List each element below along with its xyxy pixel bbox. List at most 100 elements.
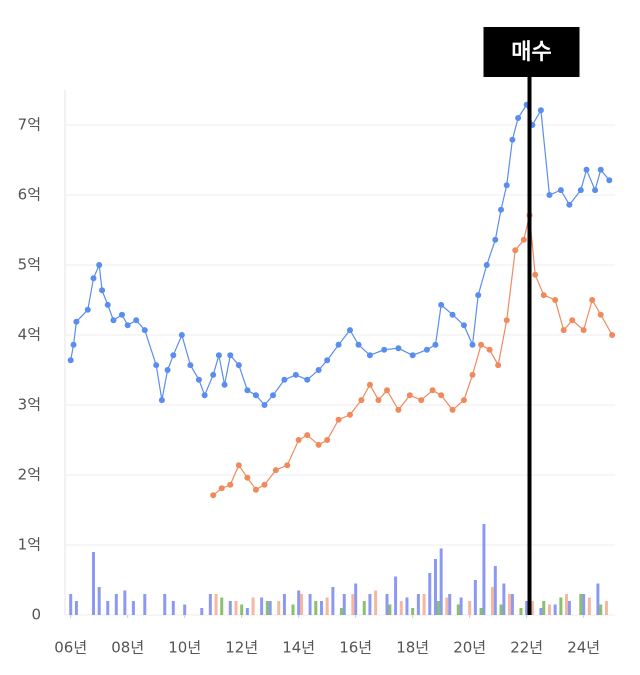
volume-bar xyxy=(448,594,452,615)
point xyxy=(195,376,202,383)
point xyxy=(118,311,125,318)
point xyxy=(67,357,74,364)
point xyxy=(270,392,277,399)
volume-bar xyxy=(282,594,286,615)
point xyxy=(540,292,547,299)
point xyxy=(566,201,573,208)
volume-bar xyxy=(143,594,147,615)
x-tick-label: 06년 xyxy=(54,639,87,657)
point xyxy=(449,406,456,413)
volume-bar xyxy=(542,601,546,615)
point xyxy=(423,346,430,353)
volume-bar xyxy=(508,594,512,615)
point xyxy=(560,327,567,334)
point xyxy=(295,437,302,443)
point xyxy=(110,317,117,324)
volume-bar xyxy=(596,583,600,615)
point xyxy=(438,301,445,308)
point xyxy=(187,362,194,369)
point xyxy=(597,311,604,318)
x-tick-label: 18년 xyxy=(396,639,429,657)
point xyxy=(73,318,80,325)
point xyxy=(486,346,493,353)
volume-bar xyxy=(234,601,238,615)
volume-bar xyxy=(214,594,218,615)
volume-bar xyxy=(277,601,281,615)
buy-marker-label: 매수 xyxy=(511,40,551,65)
point xyxy=(252,486,259,493)
point xyxy=(478,341,485,348)
point xyxy=(520,236,527,243)
point xyxy=(252,392,259,399)
point xyxy=(218,485,225,492)
x-tick-label: 24년 xyxy=(567,639,600,657)
point xyxy=(503,317,510,324)
point xyxy=(577,187,584,194)
volume-bar xyxy=(510,594,514,615)
volume-bar xyxy=(582,594,586,615)
point xyxy=(475,292,482,299)
point xyxy=(515,115,522,121)
y-tick-label: 3억 xyxy=(18,396,41,414)
volume-bar xyxy=(525,601,529,615)
point xyxy=(469,341,476,348)
volume-bar xyxy=(297,590,301,615)
point xyxy=(244,474,251,481)
volume-bar xyxy=(547,604,551,615)
x-tick-label: 14년 xyxy=(282,639,315,657)
point xyxy=(324,437,331,443)
volume-bar xyxy=(422,594,426,615)
volume-bar xyxy=(374,590,378,615)
point xyxy=(355,341,362,348)
point xyxy=(589,297,596,303)
point xyxy=(460,397,467,404)
volume-bar xyxy=(599,604,603,615)
point xyxy=(483,262,490,268)
y-tick-label: 0 xyxy=(31,606,41,624)
y-tick-label: 5억 xyxy=(18,256,41,274)
volume-bar xyxy=(163,594,167,615)
volume-bar xyxy=(245,608,249,615)
x-tick-label: 10년 xyxy=(168,639,201,657)
y-tick-label: 4억 xyxy=(18,326,41,344)
volume-bar xyxy=(553,604,557,615)
volume-bar xyxy=(251,597,255,615)
point xyxy=(141,327,148,334)
volume-bar xyxy=(220,597,224,615)
point xyxy=(495,362,502,369)
volume-bar xyxy=(325,597,329,615)
point xyxy=(215,352,222,359)
point xyxy=(178,332,185,338)
volume-bar xyxy=(473,580,477,615)
volume-bar xyxy=(331,587,335,615)
point xyxy=(284,462,291,469)
point xyxy=(512,247,519,254)
volume-bar xyxy=(456,604,460,615)
point xyxy=(469,371,476,378)
volume-bar xyxy=(411,608,415,615)
point xyxy=(335,416,342,423)
volume-bar xyxy=(479,608,483,615)
volume-bar xyxy=(123,590,127,615)
volume-bar xyxy=(265,601,269,615)
point xyxy=(346,411,353,418)
volume-bar xyxy=(433,559,437,615)
volume-bar xyxy=(342,594,346,615)
point xyxy=(395,345,402,352)
point xyxy=(90,275,97,282)
volume-bar xyxy=(97,587,101,615)
volume-bar xyxy=(300,594,304,615)
point xyxy=(395,406,402,413)
x-tick-label: 20년 xyxy=(453,639,486,657)
point xyxy=(304,432,311,439)
volume-bar xyxy=(388,604,392,615)
point xyxy=(227,352,234,359)
point xyxy=(124,322,131,329)
volume-bar xyxy=(106,601,110,615)
volume-bar xyxy=(308,594,312,615)
volume-bar xyxy=(354,583,358,615)
volume-bar xyxy=(228,601,232,615)
point xyxy=(133,317,140,324)
point xyxy=(498,206,505,213)
point xyxy=(158,397,165,404)
